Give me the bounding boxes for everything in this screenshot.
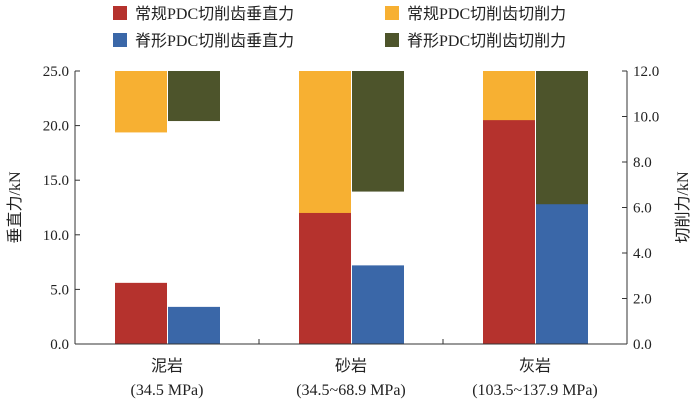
legend-swatch-2 [385, 6, 399, 20]
right-axis-title: 切削力/kN [674, 171, 692, 243]
left-tick-label-6: 25.0 [43, 64, 69, 80]
legend-label-3: 脊形PDC切削齿垂直力 [135, 32, 294, 50]
category-label-3: 灰岩 [519, 357, 551, 375]
right-tick-label-3: 4.0 [633, 246, 652, 262]
legend-label-4: 脊形PDC切削齿切削力 [407, 32, 566, 50]
right-tick-label-5: 8.0 [633, 155, 652, 171]
bar-conventional-vertical-1 [115, 282, 167, 344]
right-tick-label-4: 6.0 [633, 201, 652, 217]
bar-ridged-vertical-2 [352, 265, 404, 344]
left-tick-label-2: 5.0 [50, 282, 69, 298]
bar-conventional-vertical-3 [483, 120, 535, 344]
right-tick-label-6: 10.0 [633, 110, 659, 126]
category-label-1: 泥岩 [151, 357, 183, 375]
legend-swatch-1 [113, 6, 127, 20]
left-axis-title: 垂直力/kN [6, 171, 24, 243]
right-tick-label-1: 0.0 [633, 337, 652, 353]
bar-ridged-cutting-1 [168, 71, 220, 122]
legend-label-1: 常规PDC切削齿垂直力 [135, 5, 294, 23]
left-tick-label-4: 15.0 [43, 173, 69, 189]
left-tick-label-1: 0.0 [50, 337, 69, 353]
bar-ridged-cutting-2 [352, 71, 404, 192]
category-range-1: (34.5 MPa) [131, 382, 204, 399]
bar-conventional-cutting-1 [115, 71, 167, 133]
left-tick-label-5: 20.0 [43, 119, 69, 135]
right-tick-label-2: 2.0 [633, 292, 652, 308]
left-tick-label-3: 10.0 [43, 228, 69, 244]
legend-swatch-3 [113, 33, 127, 47]
bar-conventional-vertical-2 [299, 212, 351, 344]
legend-label-2: 常规PDC切削齿切削力 [407, 5, 566, 23]
right-tick-label-7: 12.0 [633, 64, 659, 80]
bar-conventional-cutting-2 [299, 71, 351, 222]
category-range-2: (34.5~68.9 MPa) [296, 382, 406, 399]
bar-ridged-vertical-1 [168, 306, 220, 344]
legend-swatch-4 [385, 33, 399, 47]
category-range-3: (103.5~137.9 MPa) [472, 382, 598, 399]
category-label-2: 砂岩 [335, 357, 367, 375]
bar-ridged-vertical-3 [536, 204, 588, 344]
